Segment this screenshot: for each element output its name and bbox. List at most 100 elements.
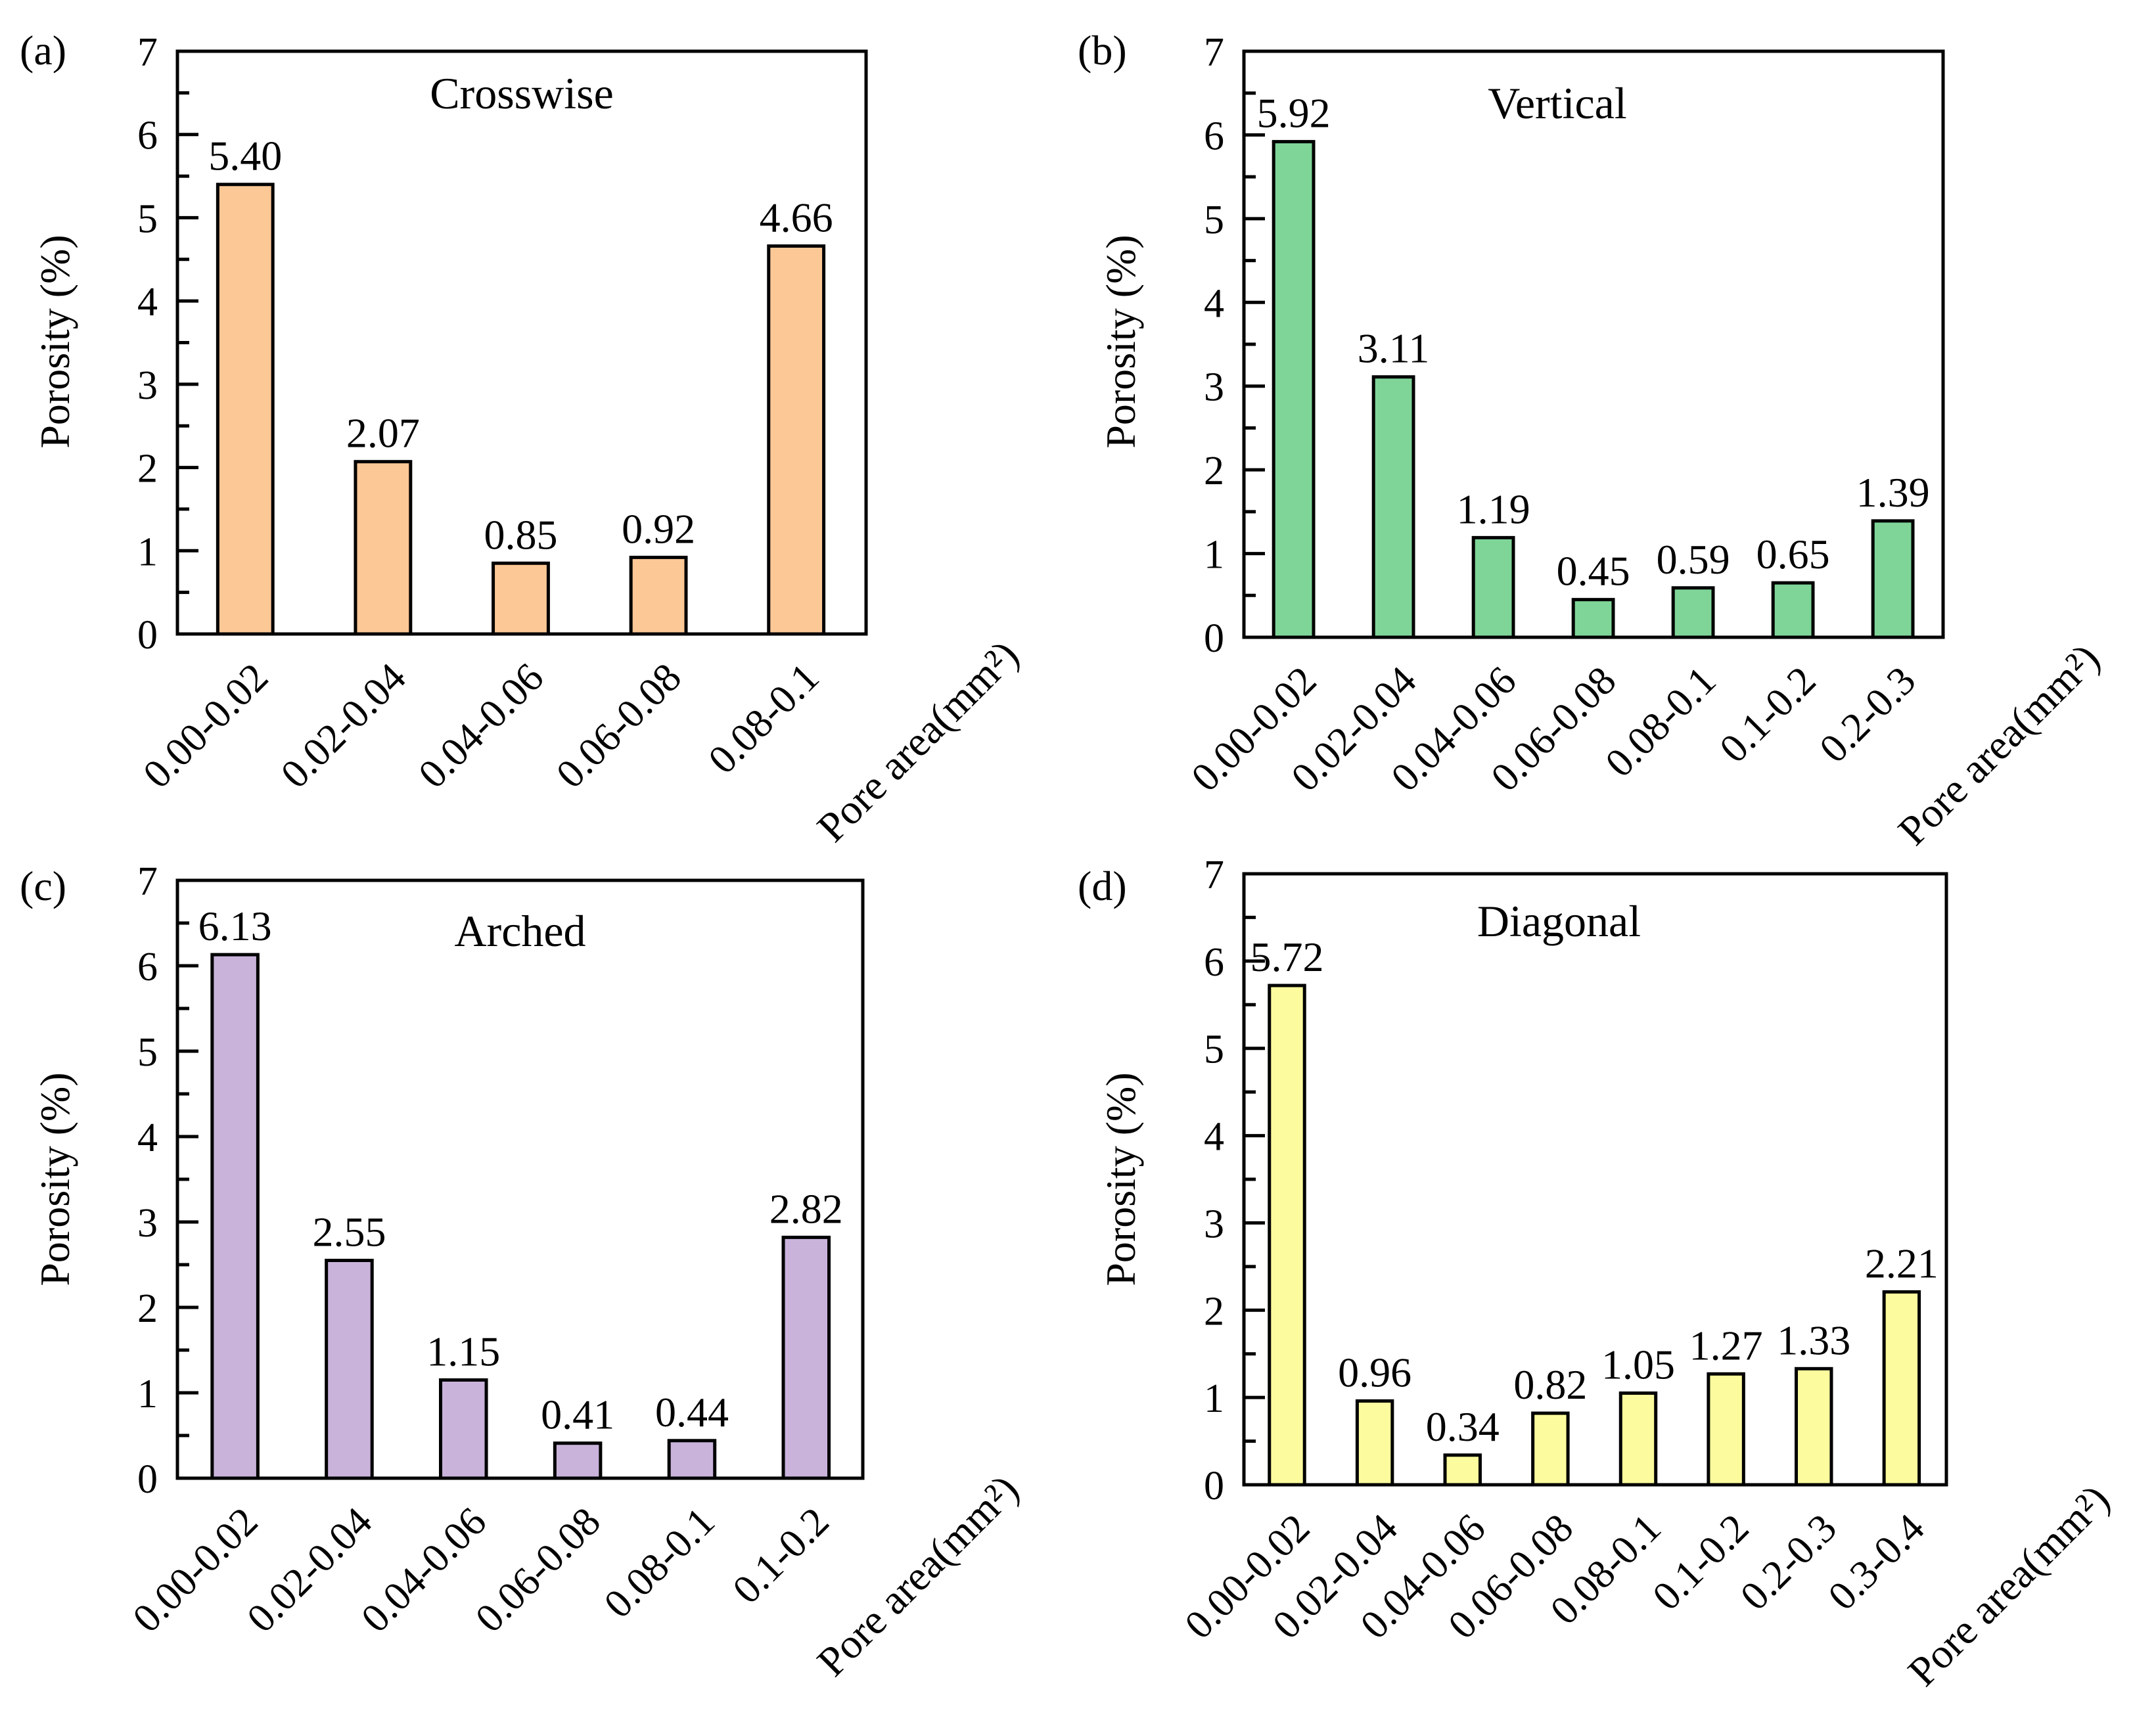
y-tick-label: 5 (1204, 1028, 1224, 1072)
y-tick-label: 4 (1204, 281, 1224, 326)
chart-panel-b: 012345675.920.00-0.023.110.02-0.041.190.… (1078, 27, 2109, 854)
y-tick-label: 2 (1204, 1289, 1224, 1334)
x-axis-title: Pore area(mm²) (808, 1466, 1028, 1685)
y-tick-label: 0 (137, 613, 158, 658)
x-axis-title: Pore area(mm²) (808, 631, 1028, 851)
x-tick-label: 0.1-0.2 (1711, 658, 1824, 771)
x-tick-label: 0.06-0.08 (548, 655, 690, 797)
data-label: 0.44 (655, 1389, 729, 1435)
bar-0.1-0.2 (781, 1235, 831, 1480)
y-tick-label: 1 (137, 530, 158, 574)
y-axis-title: Porosity (%) (1097, 1072, 1144, 1286)
chart-panel-a: 0 1 2 3 4 5 6 7 5.40 0.00-0.02 2.07 0.02-0.04 0.85 0.… (20, 27, 1028, 851)
y-tick-label: 1 (1204, 533, 1224, 577)
data-label: 2.82 (769, 1185, 843, 1232)
panel-letter: (b) (1078, 27, 1127, 74)
panel-letter: (a) (20, 27, 66, 74)
data-label: 0.85 (484, 511, 557, 558)
data-label: 6.13 (198, 903, 272, 949)
panel-title: Vertical (1488, 78, 1626, 128)
data-label: 4.66 (760, 194, 833, 241)
x-tick-label: 0.3-0.4 (1820, 1506, 1933, 1619)
y-axis-title: Porosity (%) (32, 1072, 78, 1286)
data-label: 5.92 (1257, 90, 1331, 137)
bar-0.04-0.06 (1443, 1453, 1482, 1487)
panel-letter: (d) (1078, 863, 1127, 909)
x-tick-label: 0.08-0.1 (596, 1499, 723, 1627)
bar-0.06-0.08 (629, 555, 688, 636)
y-tick-label: 7 (137, 859, 158, 904)
bar-0.02-0.04 (354, 460, 413, 636)
x-tick-label: 0.2-0.3 (1732, 1506, 1845, 1619)
data-label: 1.39 (1856, 469, 1930, 516)
chart-panel-d: 012345675.720.00-0.020.960.02-0.040.340.… (1078, 853, 2119, 1695)
x-tick-label: 0.02-0.04 (239, 1499, 380, 1641)
y-tick-label: 2 (137, 447, 158, 491)
y-tick-label: 5 (137, 196, 158, 241)
bar-0.06-0.08 (1571, 598, 1615, 639)
y-tick-label: 3 (137, 363, 158, 408)
y-tick-label: 1 (137, 1372, 158, 1416)
x-tick-label: 0.04-0.06 (353, 1499, 495, 1641)
x-tick-label: 0.08-0.1 (1597, 658, 1724, 786)
y-tick-label: 3 (137, 1201, 158, 1246)
x-tick-label: 0.1-0.2 (1644, 1506, 1757, 1619)
bar-0.1-0.2 (1771, 581, 1815, 639)
y-axis-title: Porosity (%) (1097, 235, 1144, 448)
data-label: 2.07 (346, 410, 420, 457)
data-label: 0.82 (1513, 1361, 1587, 1408)
y-tick-label: 4 (137, 1116, 158, 1160)
bar-0.1-0.2 (1707, 1372, 1745, 1487)
bar-0.00-0.02 (216, 183, 275, 636)
panel-title: Arched (454, 906, 585, 956)
data-label: 0.34 (1426, 1403, 1500, 1450)
y-axis-title: Porosity (%) (32, 235, 78, 448)
data-label: 1.33 (1777, 1317, 1850, 1363)
x-tick-label: 0.00-0.02 (124, 1499, 266, 1641)
data-label: 2.55 (312, 1209, 386, 1255)
bar-0.00-0.02 (1268, 983, 1306, 1487)
data-label: 3.11 (1358, 325, 1430, 372)
y-tick-label: 2 (137, 1286, 158, 1331)
y-tick-label: 0 (1204, 1464, 1224, 1508)
y-tick-label: 0 (1204, 616, 1224, 661)
x-axis-title: Pore area(mm²) (1889, 635, 2109, 854)
panel-letter: (c) (20, 863, 66, 909)
y-tick-label: 1 (1204, 1376, 1224, 1421)
data-label: 1.27 (1689, 1322, 1763, 1368)
bar-0.08-0.1 (1618, 1391, 1658, 1487)
data-label: 0.65 (1756, 531, 1830, 577)
data-label: 0.45 (1557, 548, 1630, 595)
y-tick-label: 6 (1204, 940, 1224, 985)
bar-0.08-0.1 (767, 244, 826, 636)
x-tick-label: 0.00-0.02 (135, 655, 277, 797)
data-label: 5.40 (208, 133, 282, 179)
y-tick-label: 3 (1204, 365, 1224, 410)
bar-0.08-0.1 (667, 1439, 717, 1480)
panel-title: Diagonal (1477, 896, 1641, 946)
y-tick-label: 4 (137, 280, 158, 325)
bar-0.02-0.04 (325, 1259, 374, 1480)
bar-0.3-0.4 (1882, 1290, 1921, 1487)
data-label: 1.15 (426, 1328, 500, 1375)
x-tick-label: 0.06-0.08 (467, 1499, 609, 1641)
bar-0.00-0.02 (1272, 140, 1316, 639)
data-label: 2.21 (1865, 1240, 1938, 1286)
bar-0.2-0.3 (1871, 519, 1915, 639)
x-tick-label: 0.2-0.3 (1811, 658, 1924, 771)
panel-title: Crosswise (430, 68, 614, 118)
y-tick-label: 2 (1204, 449, 1224, 493)
y-tick-label: 7 (1204, 853, 1224, 897)
bar-0.2-0.3 (1795, 1367, 1833, 1487)
x-tick-label: 0.02-0.04 (273, 655, 415, 797)
plot-frame (175, 878, 865, 1480)
data-label: 5.72 (1250, 934, 1323, 980)
x-tick-label: 0.1-0.2 (724, 1499, 837, 1612)
y-tick-label: 4 (1204, 1115, 1224, 1160)
y-tick-label: 6 (1204, 114, 1224, 158)
data-label: 0.92 (622, 505, 695, 552)
bar-0.02-0.04 (1371, 375, 1415, 639)
x-tick-label: 0.04-0.06 (410, 655, 552, 797)
y-tick-label: 0 (137, 1457, 158, 1502)
